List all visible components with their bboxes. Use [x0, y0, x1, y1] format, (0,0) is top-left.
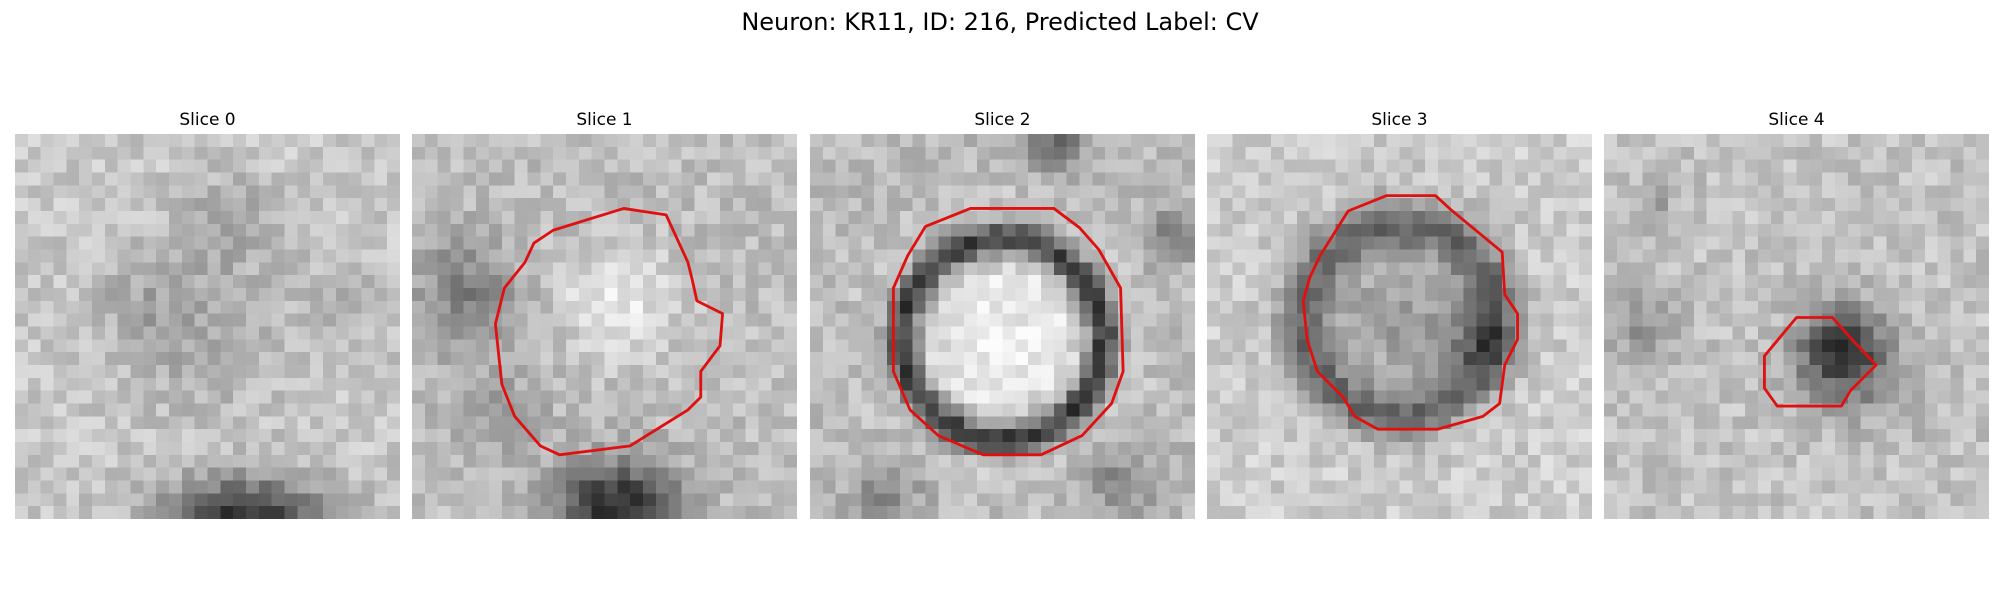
- figure-title: Neuron: KR11, ID: 216, Predicted Label: …: [741, 8, 1259, 36]
- slice-panel-1: Slice 1: [412, 108, 797, 519]
- slice-image: [1604, 134, 1989, 519]
- slice-title: Slice 0: [179, 110, 236, 130]
- slice-title: Slice 2: [974, 110, 1031, 130]
- slice-image: [810, 134, 1195, 519]
- segmentation-contour: [494, 207, 724, 457]
- slice-panel-0: Slice 0: [15, 108, 400, 519]
- slice-title: Slice 4: [1768, 110, 1825, 130]
- slice-panel-4: Slice 4: [1604, 108, 1989, 519]
- slice-panel-2: Slice 2: [810, 108, 1195, 519]
- segmentation-contour: [1301, 194, 1519, 431]
- slice-image: [1207, 134, 1592, 519]
- segmentation-contour: [1763, 316, 1878, 408]
- slice-title: Slice 1: [576, 110, 633, 130]
- slice-image: [15, 134, 400, 519]
- slice-image: [412, 134, 797, 519]
- segmentation-contour: [892, 207, 1125, 457]
- slice-title: Slice 3: [1371, 110, 1428, 130]
- slice-panel-3: Slice 3: [1207, 108, 1592, 519]
